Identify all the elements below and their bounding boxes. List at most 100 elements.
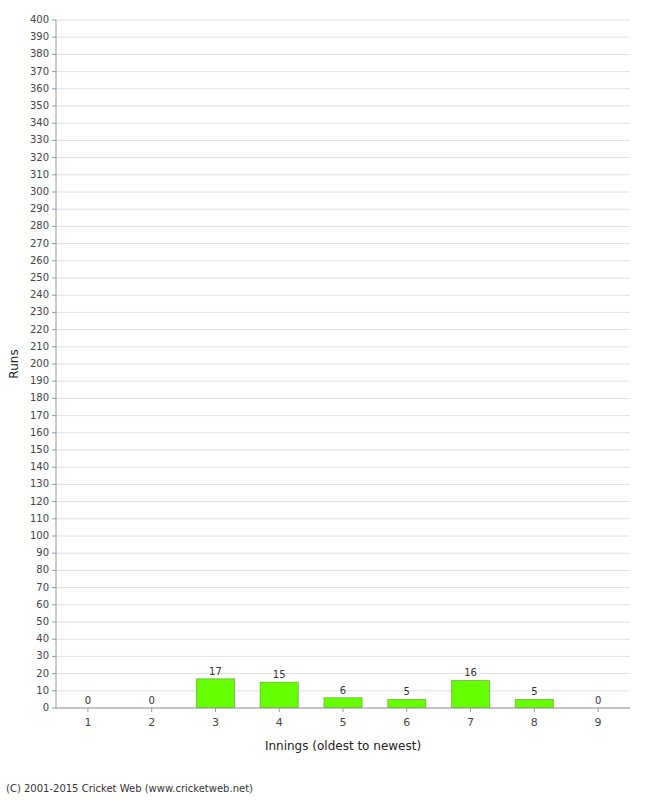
grid-line [56,484,630,485]
grid-line [56,622,630,623]
grid-line [56,140,630,141]
y-axis-title: Runs [7,349,21,378]
y-tick-label: 60 [36,599,49,610]
y-tick [52,260,56,261]
x-axis: 123456789 [84,708,601,729]
y-tick-label: 220 [30,324,49,335]
chart: 0102030405060708090100110120130140150160… [0,0,650,800]
y-tick-label: 250 [30,272,49,283]
bar [515,699,553,708]
y-tick [52,106,56,107]
y-tick [52,708,56,709]
y-tick-label: 110 [30,513,49,524]
grid-line [56,20,630,21]
chart-container: 0102030405060708090100110120130140150160… [0,0,650,800]
grid-line [56,381,630,382]
grid-line [56,226,630,227]
y-tick-label: 10 [36,685,49,696]
bar [260,682,298,708]
x-tick-label: 6 [403,716,410,729]
y-tick-label: 0 [43,702,49,713]
y-tick-label: 300 [30,186,49,197]
y-tick [52,123,56,124]
bars [196,679,553,708]
y-tick [52,673,56,674]
x-tick [598,708,599,712]
y-tick [52,690,56,691]
y-tick [52,54,56,55]
y-tick-label: 340 [30,117,49,128]
y-tick [52,140,56,141]
grid-line [56,312,630,313]
y-tick-label: 380 [30,48,49,59]
y-tick-label: 160 [30,427,49,438]
x-tick [151,708,152,712]
data-label: 5 [531,686,537,697]
grid-line [56,157,630,158]
data-label: 6 [340,685,346,696]
y-tick [52,656,56,657]
x-tick-label: 8 [531,716,538,729]
y-tick-label: 50 [36,616,49,627]
y-tick-label: 20 [36,668,49,679]
y-tick-label: 260 [30,255,49,266]
y-tick-label: 230 [30,306,49,317]
x-tick-label: 2 [148,716,155,729]
y-tick [52,329,56,330]
y-tick-label: 280 [30,220,49,231]
y-tick [52,484,56,485]
grid-line [56,673,630,674]
y-axis: 0102030405060708090100110120130140150160… [30,14,56,713]
grid-line [56,450,630,451]
y-tick-label: 170 [30,410,49,421]
grid-line [56,174,630,175]
grid-line [56,518,630,519]
y-tick [52,467,56,468]
y-tick [52,209,56,210]
y-tick-label: 80 [36,564,49,575]
grid-line [56,364,630,365]
x-tick [406,708,407,712]
y-tick [52,415,56,416]
bar [324,698,362,708]
grid-line [56,656,630,657]
y-tick [52,37,56,38]
grid-line [56,243,630,244]
y-tick [52,398,56,399]
grid-line [56,71,630,72]
y-tick [52,346,56,347]
grid-line [56,570,630,571]
grid-line [56,192,630,193]
grid-line [56,329,630,330]
y-tick [52,226,56,227]
y-tick-label: 120 [30,496,49,507]
data-labels: 001715651650 [85,666,602,706]
grid-line [56,467,630,468]
grid-line [56,346,630,347]
x-tick [343,708,344,712]
grid-line [56,604,630,605]
y-tick-label: 390 [30,31,49,42]
y-tick [52,192,56,193]
grid-line [56,587,630,588]
grid-line [56,123,630,124]
grid-line [56,260,630,261]
grid-line [56,106,630,107]
x-tick-label: 7 [467,716,474,729]
grid-line [56,639,630,640]
y-tick-label: 310 [30,169,49,180]
x-tick-label: 3 [212,716,219,729]
grid-line [56,88,630,89]
y-tick [52,536,56,537]
x-tick-label: 1 [84,716,91,729]
y-tick-label: 320 [30,152,49,163]
y-tick-label: 30 [36,650,49,661]
y-tick [52,20,56,21]
y-axis-line [56,20,57,708]
y-tick-label: 330 [30,134,49,145]
y-tick-label: 240 [30,289,49,300]
x-tick [534,708,535,712]
x-tick-label: 5 [340,716,347,729]
grid [56,20,630,708]
data-label: 0 [85,695,91,706]
